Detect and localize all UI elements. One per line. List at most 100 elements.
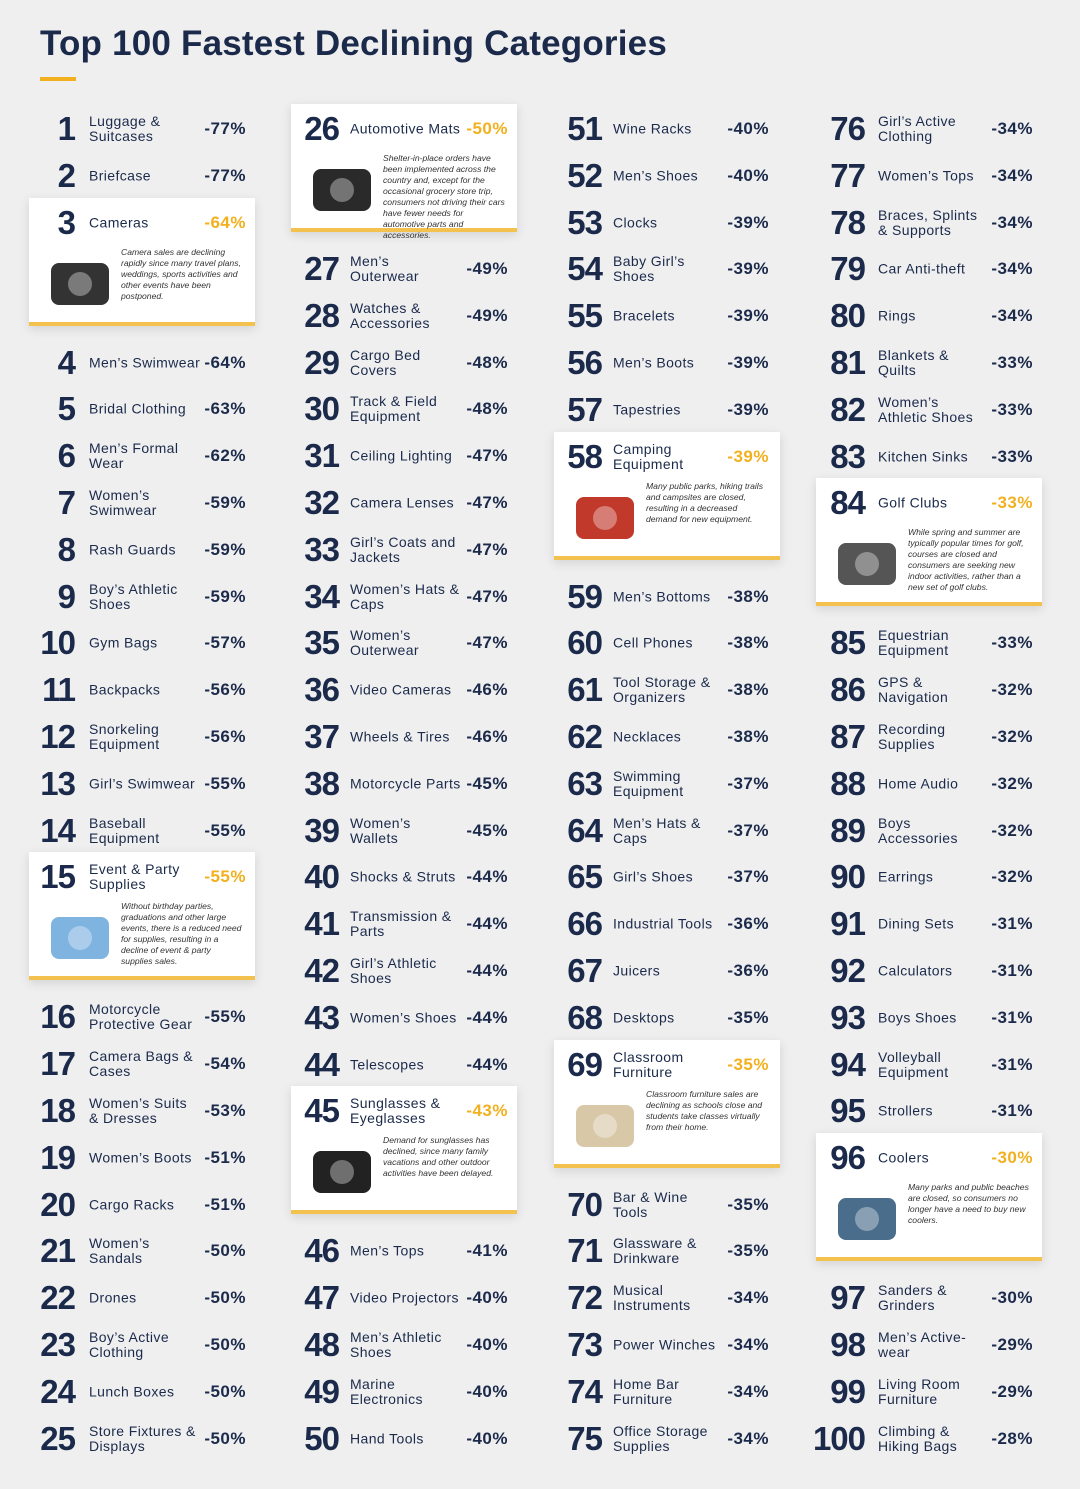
category-name: Women’s Hats & Caps — [350, 580, 460, 612]
percent-change: -41% — [466, 1241, 508, 1261]
percent-change: -50% — [204, 1381, 246, 1401]
category-name: Boys Accessories — [878, 814, 958, 846]
rank-number: 48 — [304, 1326, 340, 1363]
category-name: Men’s Outerwear — [350, 253, 419, 284]
rank-number: 21 — [40, 1232, 76, 1270]
percent-change: -77% — [204, 119, 246, 138]
category-name: Watches & Accessories — [350, 299, 430, 331]
rank-number: 1 — [57, 110, 76, 147]
rank-number: 10 — [40, 624, 76, 662]
category-name: Sunglasses & Eyeglasses — [350, 1095, 441, 1127]
category-name: Motorcycle Parts — [350, 775, 461, 792]
percent-change: -29% — [991, 1381, 1033, 1401]
category-name: Volleyball Equipment — [878, 1048, 949, 1080]
percent-change: -50% — [204, 1241, 246, 1261]
percent-change: -50% — [204, 1428, 246, 1448]
category-name: Women’s Sandals — [89, 1235, 150, 1267]
category-name: Desktops — [613, 1009, 675, 1026]
percent-change: -51% — [204, 1147, 246, 1167]
category-name: Luggage & Suitcases — [89, 113, 161, 144]
percent-change: -59% — [204, 493, 246, 512]
percent-change: -33% — [991, 353, 1033, 372]
category-name: Video Projectors — [350, 1289, 459, 1306]
rank-number: 66 — [567, 905, 603, 943]
percent-change: -34% — [727, 1428, 769, 1448]
percent-change: -39% — [727, 446, 769, 466]
percent-change: -35% — [727, 1054, 769, 1074]
percent-change: -30% — [991, 1288, 1033, 1308]
category-name: Women’s Swimwear — [89, 487, 157, 518]
rank-number: 87 — [830, 718, 866, 755]
percent-change: -34% — [991, 259, 1033, 279]
category-name: Car Anti-theft — [878, 260, 966, 277]
rank-number: 99 — [830, 1372, 866, 1410]
category-name: Bridal Clothing — [89, 400, 187, 417]
rank-number: 14 — [40, 811, 76, 849]
category-name: Track & Field Equipment — [350, 393, 438, 425]
percent-change: -37% — [727, 773, 769, 793]
rank-number: 88 — [830, 764, 866, 802]
percent-change: -34% — [727, 1335, 769, 1354]
category-name: Camera Lenses — [350, 494, 455, 511]
rank-number: 12 — [40, 718, 76, 755]
percent-change: -45% — [466, 820, 508, 840]
rank-number: 15 — [40, 858, 76, 896]
percent-change: -45% — [466, 773, 508, 793]
category-name: Lunch Boxes — [89, 1383, 175, 1400]
rank-number: 100 — [812, 1419, 866, 1457]
percent-change: -39% — [727, 353, 769, 372]
rank-number: 25 — [40, 1419, 76, 1457]
category-name: Calculators — [878, 962, 953, 979]
rank-number: 83 — [830, 437, 866, 475]
percent-change: -40% — [466, 1428, 508, 1448]
percent-change: -43% — [466, 1101, 508, 1121]
rank-number: 2 — [57, 156, 76, 194]
category-name: Tapestries — [613, 401, 681, 418]
feature-note: While spring and summer are typically po… — [908, 527, 1024, 593]
feature-note: Demand for sunglasses has declined, sinc… — [383, 1135, 494, 1179]
percent-change: -48% — [466, 399, 508, 419]
rank-number: 7 — [57, 484, 76, 521]
category-name: Rings — [878, 307, 916, 324]
category-name: Briefcase — [89, 167, 151, 184]
rank-number: 54 — [567, 250, 603, 288]
feature-note: Without birthday parties, graduations an… — [121, 901, 242, 967]
category-name: Dining Sets — [878, 915, 954, 932]
percent-change: -44% — [466, 1054, 508, 1074]
category-name: Home Bar Furniture — [613, 1375, 680, 1407]
feature-note: Camera sales are declining rapidly since… — [121, 246, 241, 301]
rank-number: 57 — [567, 390, 603, 428]
rank-number: 70 — [567, 1185, 603, 1223]
rank-number: 72 — [567, 1279, 603, 1317]
rank-number: 92 — [830, 952, 866, 989]
category-name: Women’s Suits & Dresses — [89, 1095, 188, 1126]
percent-change: -54% — [204, 1054, 246, 1074]
product-image — [838, 1198, 896, 1241]
percent-change: -55% — [204, 867, 246, 887]
percent-change: -47% — [466, 446, 508, 466]
percent-change: -32% — [991, 727, 1033, 746]
category-name: Boy’s Active Clothing — [89, 1329, 170, 1360]
category-name: Swimming Equipment — [613, 767, 684, 799]
percent-change: -31% — [991, 1007, 1033, 1027]
percent-change: -47% — [466, 539, 508, 559]
percent-change: -53% — [204, 1101, 246, 1120]
category-name: Women’s Outerwear — [350, 627, 419, 659]
rank-number: 65 — [567, 858, 603, 896]
category-name: Wine Racks — [613, 120, 692, 137]
category-name: Wheels & Tires — [350, 728, 450, 745]
category-name: Baseball Equipment — [89, 814, 160, 846]
rank-number: 59 — [567, 577, 603, 615]
percent-change: -29% — [991, 1335, 1033, 1354]
rank-number: 31 — [304, 437, 340, 475]
percent-change: -59% — [204, 539, 246, 559]
percent-change: -38% — [727, 727, 769, 746]
percent-change: -34% — [727, 1288, 769, 1308]
rank-number: 18 — [40, 1092, 76, 1129]
rank-number: 27 — [304, 250, 340, 287]
category-name: Motorcycle Protective Gear — [89, 1001, 193, 1033]
percent-change: -33% — [991, 446, 1033, 466]
rank-number: 30 — [304, 390, 340, 428]
product-image — [576, 496, 634, 539]
percent-change: -44% — [466, 1007, 508, 1027]
